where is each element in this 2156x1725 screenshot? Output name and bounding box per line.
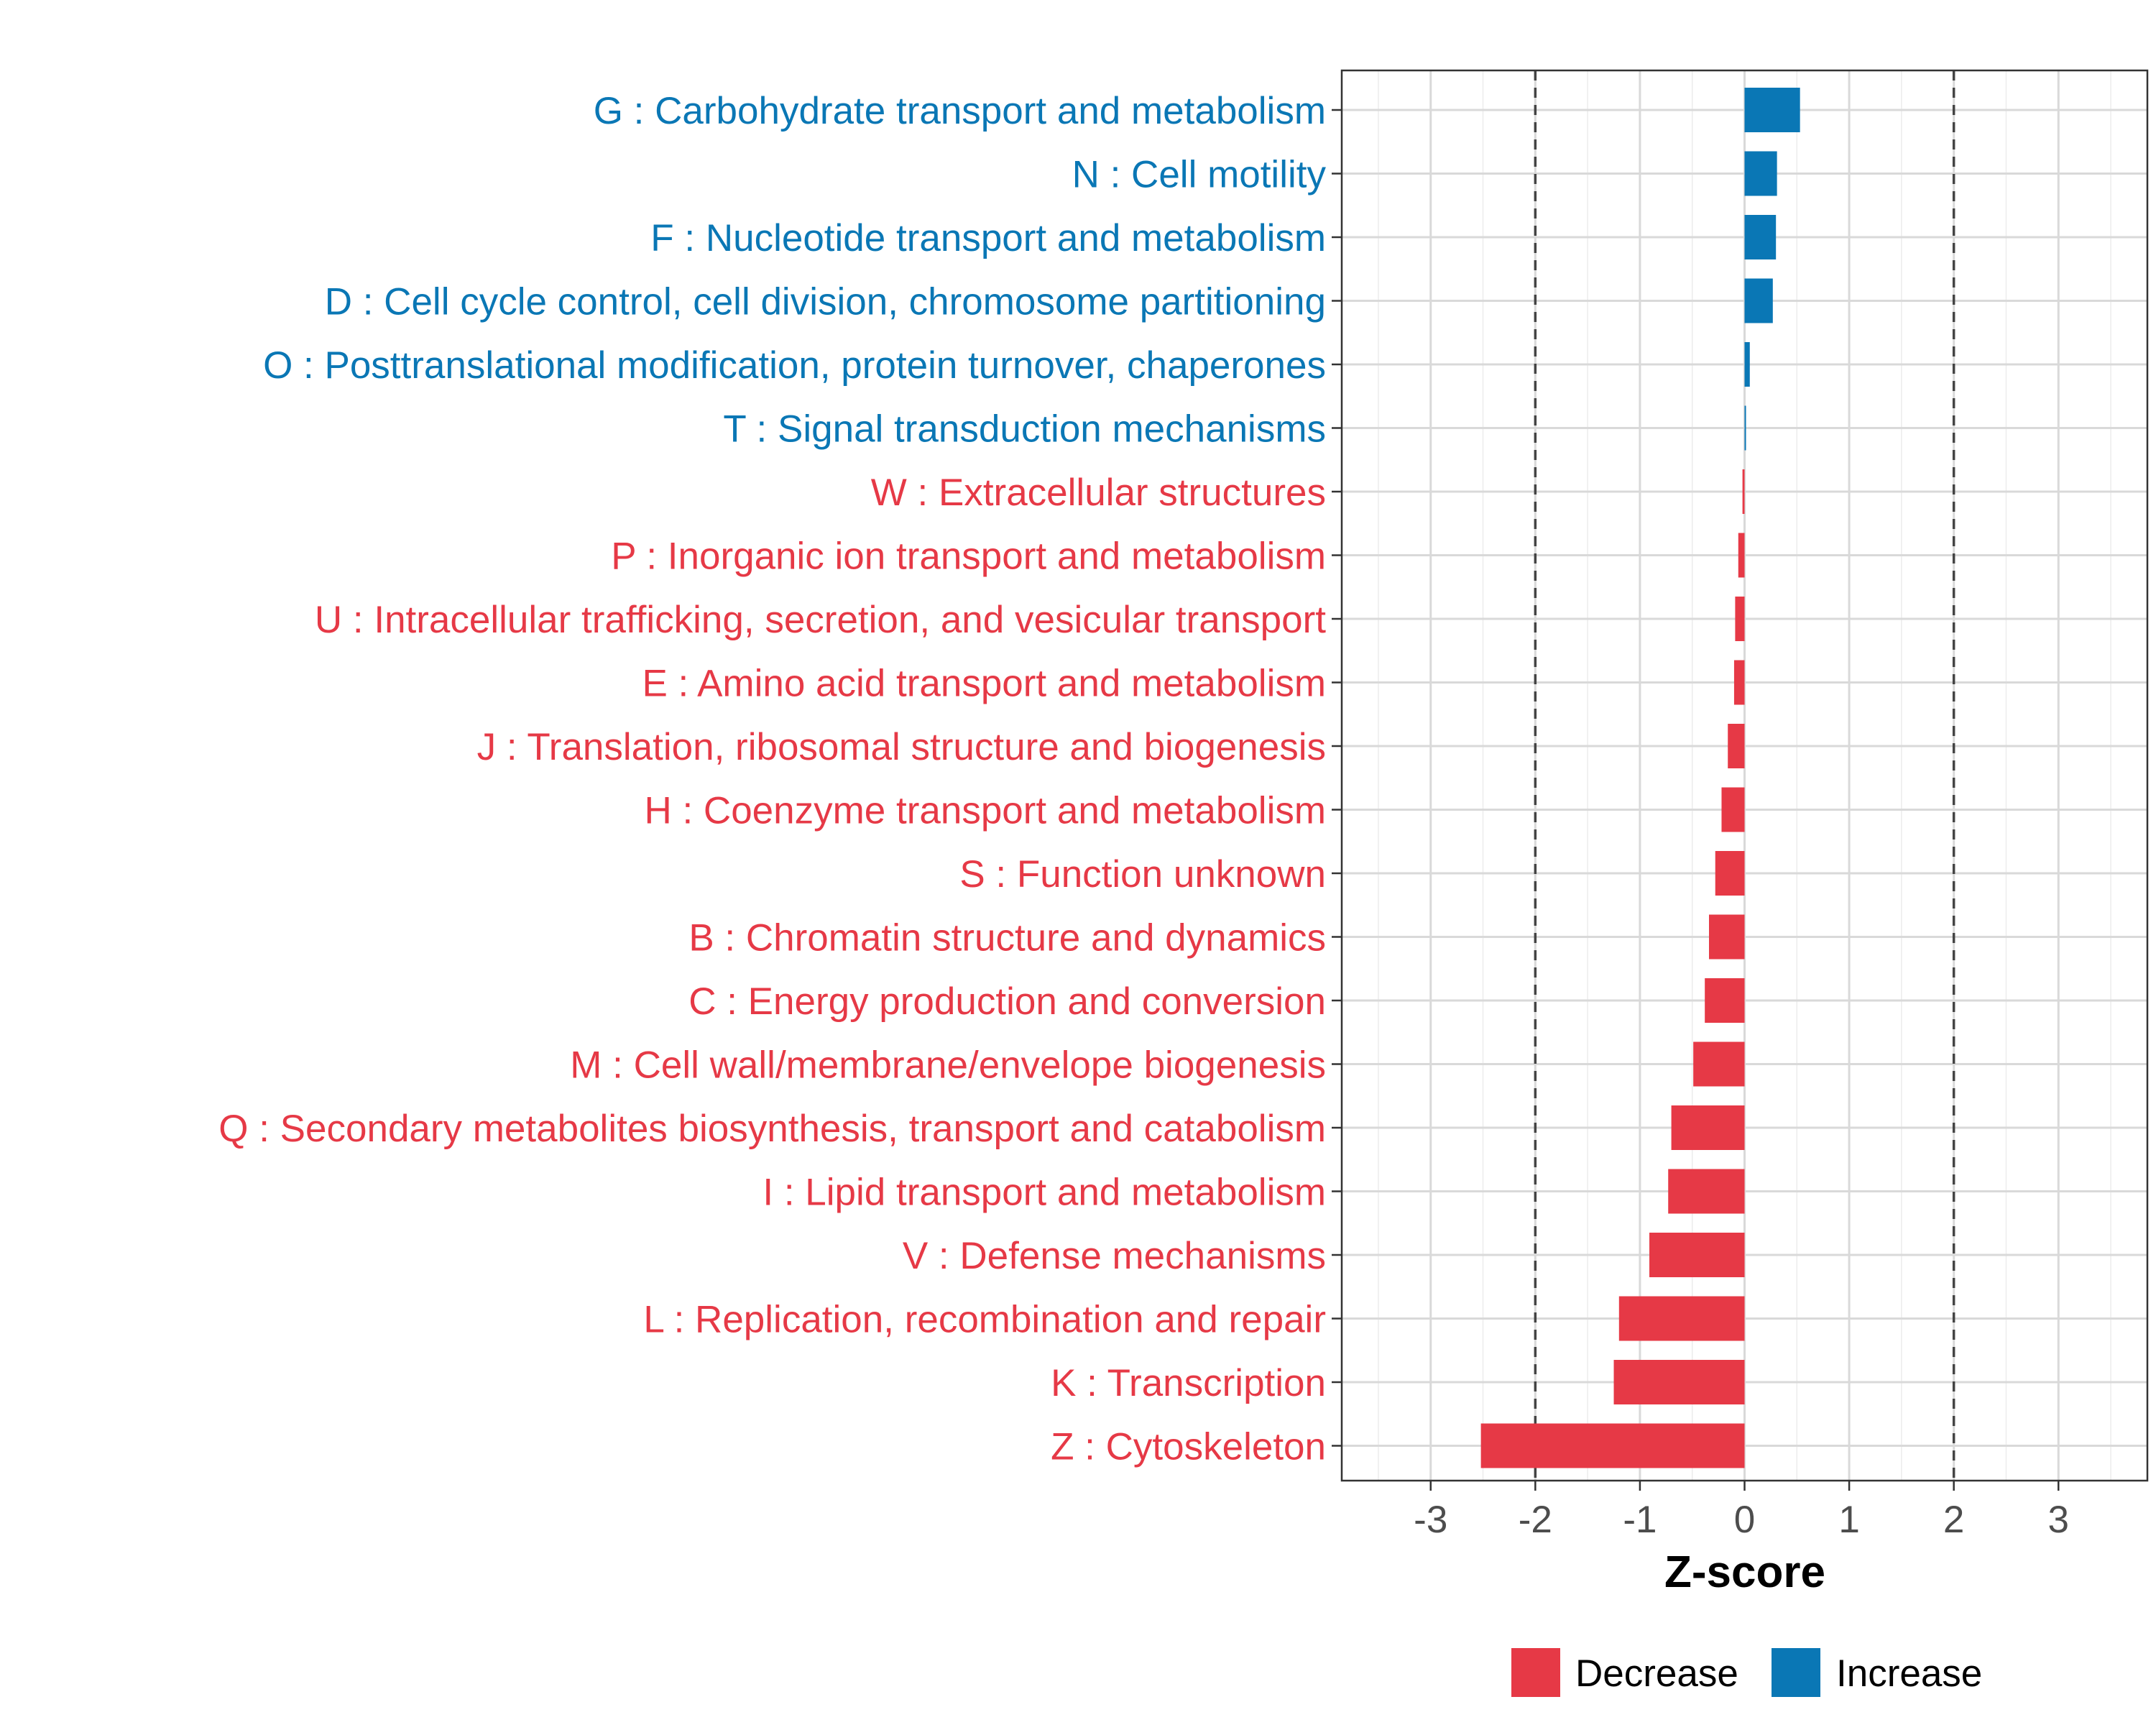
bar <box>1728 724 1745 768</box>
x-tick-label: 1 <box>1838 1499 1859 1541</box>
bar <box>1742 469 1745 514</box>
y-tick-label: H : Coenzyme transport and metabolism <box>644 790 1326 832</box>
y-tick-label: J : Translation, ribosomal structure and… <box>477 726 1326 768</box>
bar <box>1721 787 1745 832</box>
bar <box>1649 1233 1745 1277</box>
bar <box>1480 1423 1745 1468</box>
y-tick-label: N : Cell motility <box>1072 154 1327 196</box>
x-tick-label: 3 <box>2048 1499 2069 1541</box>
bar <box>1709 914 1745 960</box>
y-tick-label: I : Lipid transport and metabolism <box>763 1172 1326 1214</box>
y-tick-label: W : Extracellular structures <box>871 472 1326 514</box>
threshold-lines <box>1534 70 1955 1481</box>
y-tick-label: V : Defense mechanisms <box>903 1235 1326 1277</box>
bar <box>1613 1360 1745 1404</box>
y-tick-label: O : Posttranslational modification, prot… <box>263 344 1326 387</box>
x-axis-title: Z-score <box>1664 1547 1825 1597</box>
x-tick-label: 0 <box>1734 1499 1755 1541</box>
y-tick-label: T : Signal transduction mechanisms <box>723 408 1326 451</box>
legend-label: Decrease <box>1575 1652 1738 1695</box>
y-tick-label: D : Cell cycle control, cell division, c… <box>325 281 1326 323</box>
bar <box>1671 1105 1745 1150</box>
x-tick-label: -2 <box>1519 1499 1552 1541</box>
bar <box>1744 215 1777 259</box>
x-tick-label: 2 <box>1943 1499 1964 1541</box>
bar <box>1744 88 1800 132</box>
legend: Decrease Increase <box>1511 1648 1982 1697</box>
y-tick-label: E : Amino acid transport and metabolism <box>642 663 1326 705</box>
y-tick-label: G : Carbohydrate transport and metabolis… <box>594 90 1326 132</box>
y-tick-label: L : Replication, recombination and repai… <box>643 1299 1326 1341</box>
legend-swatch <box>1772 1648 1820 1697</box>
y-tick-label: C : Energy production and conversion <box>688 980 1326 1023</box>
bar <box>1744 278 1773 323</box>
x-tick-label: -3 <box>1414 1499 1447 1541</box>
bar <box>1668 1169 1745 1214</box>
bar <box>1618 1296 1745 1341</box>
y-tick-label: K : Transcription <box>1051 1362 1326 1404</box>
y-tick-label: P : Inorganic ion transport and metaboli… <box>611 535 1326 578</box>
bar <box>1744 151 1777 196</box>
x-tick-label: -1 <box>1623 1499 1657 1541</box>
bar <box>1693 1041 1745 1087</box>
y-tick-label: S : Function unknown <box>959 853 1326 896</box>
bar <box>1735 597 1745 641</box>
bar <box>1744 405 1746 451</box>
bar <box>1738 533 1745 578</box>
x-axis: -3 -2 -1 0 1 2 3 <box>1414 1481 2069 1541</box>
y-tick-label: Q : Secondary metabolites biosynthesis, … <box>218 1108 1326 1150</box>
y-tick-label: Z : Cytoskeleton <box>1051 1426 1326 1468</box>
bar <box>1733 660 1745 705</box>
bars <box>1480 88 1800 1468</box>
grid-layer <box>1342 70 2147 1481</box>
bar <box>1705 978 1745 1023</box>
y-tick-label: U : Intracellular trafficking, secretion… <box>315 599 1326 641</box>
bar <box>1744 342 1750 387</box>
legend-label: Increase <box>1836 1652 1982 1695</box>
y-axis: G : Carbohydrate transport and metabolis… <box>218 90 1342 1468</box>
y-tick-label: B : Chromatin structure and dynamics <box>688 917 1326 960</box>
legend-swatch <box>1511 1648 1560 1697</box>
bar <box>1715 851 1745 896</box>
y-tick-label: M : Cell wall/membrane/envelope biogenes… <box>570 1044 1326 1087</box>
y-tick-label: F : Nucleotide transport and metabolism <box>650 217 1326 259</box>
